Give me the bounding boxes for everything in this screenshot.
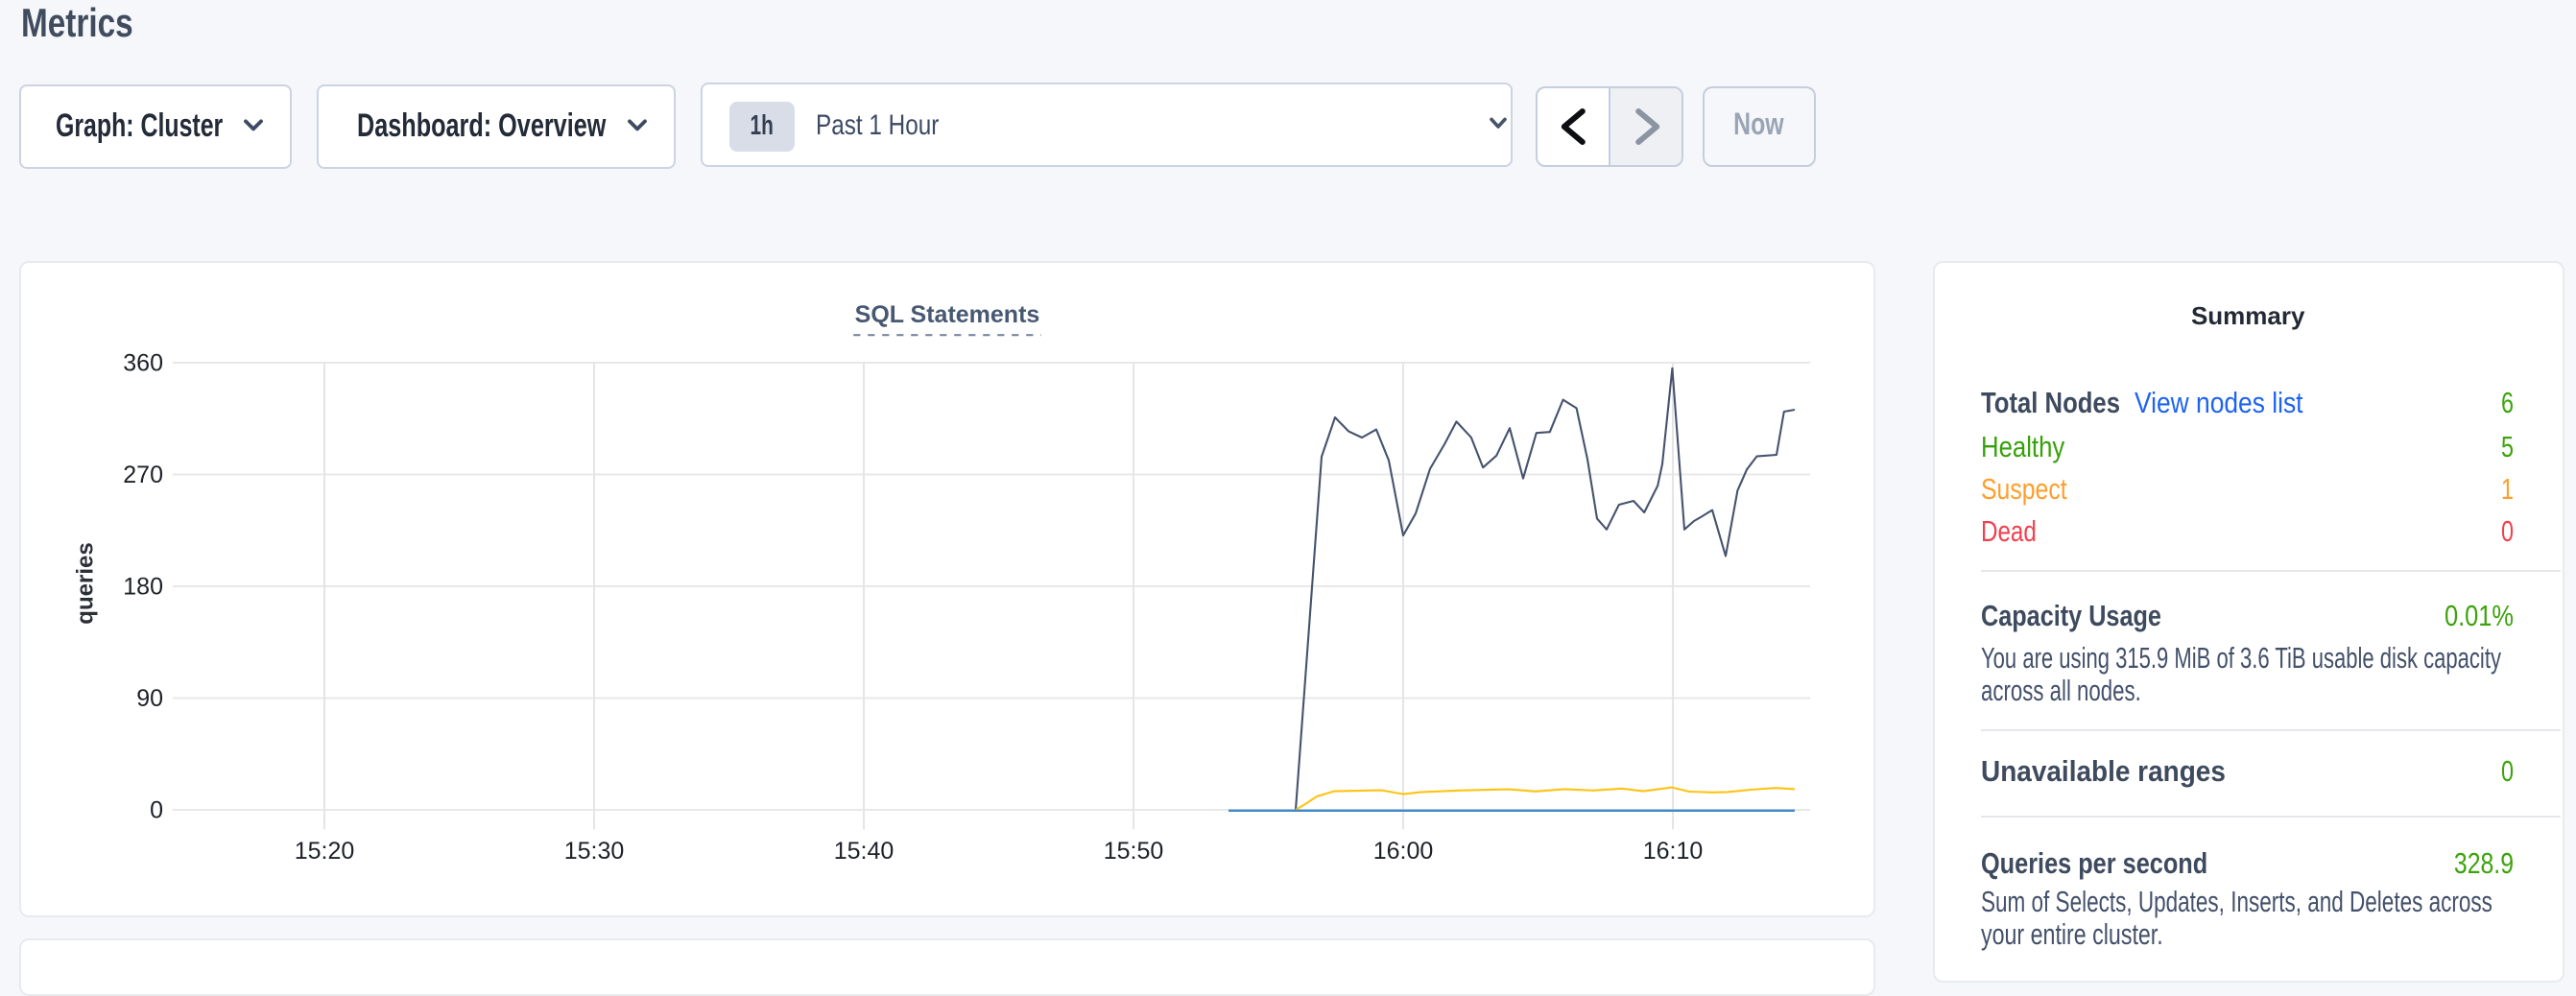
svg-text:16:00: 16:00 bbox=[1373, 838, 1434, 865]
svg-text:0: 0 bbox=[150, 797, 163, 824]
svg-text:90: 90 bbox=[136, 685, 163, 712]
svg-text:15:50: 15:50 bbox=[1104, 838, 1164, 865]
svg-text:queries: queries bbox=[73, 542, 99, 624]
svg-text:15:30: 15:30 bbox=[564, 838, 625, 865]
svg-text:270: 270 bbox=[123, 462, 163, 488]
svg-text:15:20: 15:20 bbox=[295, 838, 355, 865]
svg-text:180: 180 bbox=[123, 574, 163, 601]
svg-text:360: 360 bbox=[123, 350, 163, 377]
svg-text:16:10: 16:10 bbox=[1643, 838, 1704, 865]
svg-text:15:40: 15:40 bbox=[834, 838, 894, 865]
